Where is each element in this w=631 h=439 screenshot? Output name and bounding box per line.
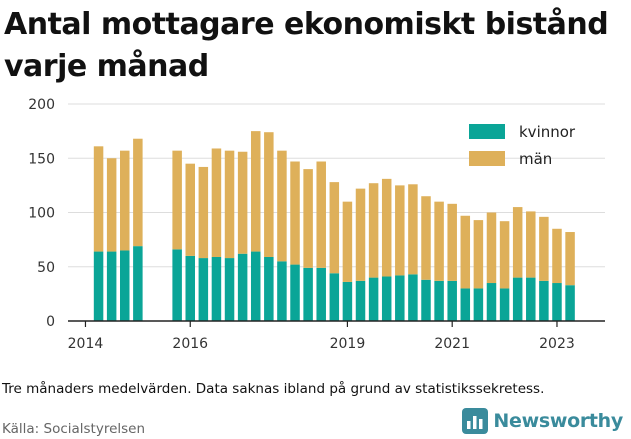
bar-man: [381, 178, 392, 277]
bar-man: [106, 158, 117, 252]
bar-kvinnor: [408, 274, 418, 321]
x-tick-label: 2016: [172, 336, 208, 352]
bar-kvinnor: [329, 273, 340, 321]
bar-man: [303, 169, 313, 268]
bar-man: [499, 221, 510, 289]
bar-kvinnor: [316, 267, 326, 321]
bar-kvinnor: [172, 249, 182, 321]
bar-kvinnor: [526, 277, 536, 321]
bar-man: [93, 146, 104, 252]
bar-man: [486, 212, 497, 284]
bar-kvinnor: [512, 277, 523, 321]
bar-kvinnor: [250, 251, 261, 321]
bar-man: [329, 182, 340, 274]
bar-kvinnor: [290, 264, 300, 321]
legend-label: kvinnor: [519, 123, 576, 141]
bar-man: [185, 163, 195, 256]
bar-kvinnor: [434, 280, 444, 321]
bar-man: [316, 161, 326, 268]
legend-label: män: [519, 150, 552, 168]
bar-man: [250, 131, 261, 252]
bar-kvinnor: [277, 261, 287, 321]
bar-kvinnor: [185, 255, 195, 321]
bar-man: [290, 161, 300, 265]
bar-man: [539, 216, 549, 281]
bar-kvinnor: [211, 256, 222, 321]
bar-man: [395, 185, 405, 276]
bar-man: [264, 132, 274, 257]
bar-kvinnor: [120, 250, 130, 321]
bar-man: [198, 166, 209, 259]
bar-man: [120, 150, 130, 251]
y-tick-label: 100: [28, 206, 55, 222]
bar-man: [565, 232, 575, 286]
bar-man: [368, 183, 379, 278]
bar-man: [512, 207, 523, 278]
bar-man: [408, 184, 418, 275]
chart-title: Antal mottagare ekonomiskt bistånd varje…: [4, 7, 609, 84]
bar-kvinnor: [499, 288, 510, 321]
bar-kvinnor: [264, 256, 274, 321]
x-tick-label: 2023: [539, 336, 575, 352]
bar-kvinnor: [473, 288, 484, 321]
bar-kvinnor: [303, 267, 313, 321]
bar-man: [355, 188, 366, 281]
chart-source: Källa: Socialstyrelsen: [2, 421, 146, 437]
newsworthy-logo[interactable]: Newsworthy: [462, 408, 623, 434]
bar-kvinnor: [355, 280, 366, 321]
bar-chart-logo-icon: [462, 408, 489, 434]
bar-kvinnor: [224, 258, 235, 321]
bar-man: [552, 228, 562, 284]
bar-man: [460, 215, 471, 289]
bar-kvinnor: [460, 288, 471, 321]
legend-swatch: [469, 151, 505, 166]
bar-kvinnor: [342, 281, 353, 321]
bar-man: [421, 196, 431, 280]
bar-kvinnor: [93, 251, 104, 321]
y-tick-label: 200: [28, 97, 55, 113]
bar-kvinnor: [539, 280, 549, 321]
bar-kvinnor: [133, 246, 143, 321]
legend: kvinnor män: [469, 123, 576, 168]
bar-kvinnor: [106, 251, 117, 321]
brand-name: Newsworthy: [493, 410, 623, 432]
bar-man: [133, 138, 143, 247]
x-tick-label: 2021: [434, 336, 470, 352]
bar-man: [224, 150, 235, 259]
x-tick-label: 2014: [68, 336, 104, 352]
bar-kvinnor: [486, 283, 497, 321]
y-axis-ticks: 0 50 100 150 200: [28, 97, 55, 330]
bar-man: [172, 150, 182, 250]
bar-kvinnor: [381, 276, 392, 321]
bar-man: [277, 150, 287, 262]
bar-kvinnor: [421, 279, 431, 321]
bar-man: [342, 201, 353, 282]
bar-kvinnor: [447, 280, 457, 321]
bar-man: [211, 148, 222, 257]
legend-swatch: [469, 124, 505, 139]
bar-kvinnor: [368, 277, 379, 321]
bar-kvinnor: [395, 275, 405, 321]
bar-kvinnor: [552, 283, 562, 321]
bar-chart: 0 50 100 150 200 2014 2016 2019 2021 2023 kvinno…: [28, 97, 605, 352]
y-tick-label: 150: [28, 151, 55, 167]
bar-man: [526, 211, 536, 278]
chart-caption: Tre månaders medelvärden. Data saknas ib…: [2, 381, 545, 397]
bar-man: [237, 151, 248, 254]
y-tick-label: 0: [46, 314, 55, 330]
y-tick-label: 50: [37, 260, 55, 276]
bars: [93, 131, 575, 321]
bar-man: [434, 201, 444, 281]
bar-kvinnor: [565, 285, 575, 321]
x-axis: 2014 2016 2019 2021 2023: [68, 320, 605, 352]
bar-man: [473, 220, 484, 289]
bar-man: [447, 203, 457, 281]
x-tick-label: 2019: [330, 336, 366, 352]
bar-kvinnor: [237, 253, 248, 321]
bar-kvinnor: [198, 258, 209, 321]
